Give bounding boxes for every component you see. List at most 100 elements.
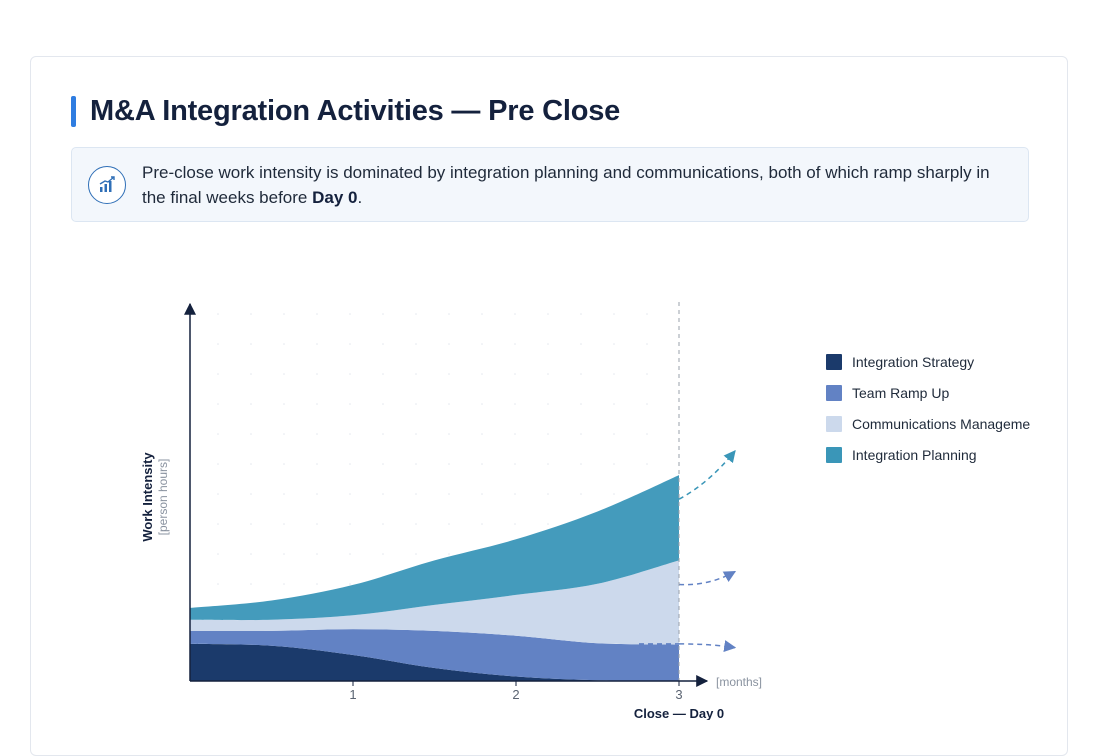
grid-dot xyxy=(547,373,549,375)
callout-text-main: Pre-close work intensity is dominated by… xyxy=(142,163,990,207)
grid-dot xyxy=(283,493,285,495)
grid-dot xyxy=(316,553,318,555)
grid-dot xyxy=(283,433,285,435)
grid-dot xyxy=(481,433,483,435)
grid-dot xyxy=(250,373,252,375)
grid-dot xyxy=(514,403,516,405)
grid-dot xyxy=(415,523,417,525)
grid-dot xyxy=(415,553,417,555)
legend-label: Communications Manageme xyxy=(852,415,1031,432)
grid-dot xyxy=(382,343,384,345)
grid-dot xyxy=(580,403,582,405)
chart-trend-icon xyxy=(88,166,126,204)
grid-dot xyxy=(283,373,285,375)
grid-dot xyxy=(547,463,549,465)
grid-dot xyxy=(481,463,483,465)
grid-dot xyxy=(283,403,285,405)
insight-callout: Pre-close work intensity is dominated by… xyxy=(71,147,1029,222)
legend-label: Integration Strategy xyxy=(852,353,975,370)
grid-dot xyxy=(382,553,384,555)
grid-dot xyxy=(514,493,516,495)
grid-dot xyxy=(382,373,384,375)
x-tick-label: 3 xyxy=(675,687,682,702)
grid-dot xyxy=(349,583,351,585)
grid-dot xyxy=(217,523,219,525)
grid-dot xyxy=(547,493,549,495)
grid-dot xyxy=(514,343,516,345)
grid-dot xyxy=(514,313,516,315)
title-wrap: M&A Integration Activities — Pre Close xyxy=(71,95,620,128)
legend-swatch xyxy=(826,446,842,463)
grid-dot xyxy=(250,523,252,525)
grid-dot xyxy=(250,493,252,495)
x-axis-label: Close — Day 0 xyxy=(634,706,724,720)
grid-dot xyxy=(481,523,483,525)
grid-dot xyxy=(613,463,615,465)
grid-dot xyxy=(547,313,549,315)
grid-dot xyxy=(415,463,417,465)
grid-dot xyxy=(415,313,417,315)
grid-dot xyxy=(283,583,285,585)
grid-dot xyxy=(646,403,648,405)
grid-dot xyxy=(580,433,582,435)
callout-text: Pre-close work intensity is dominated by… xyxy=(142,160,1017,210)
grid-dot xyxy=(415,433,417,435)
grid-dot xyxy=(349,313,351,315)
grid-dot xyxy=(217,373,219,375)
grid-dot xyxy=(481,313,483,315)
area-integration-strategy xyxy=(190,643,679,681)
grid-dot xyxy=(547,403,549,405)
page-title: M&A Integration Activities — Pre Close xyxy=(90,95,621,127)
legend-swatch xyxy=(826,384,842,401)
title-accent-bar xyxy=(71,96,76,127)
grid-dot xyxy=(481,493,483,495)
grid-dot xyxy=(448,553,450,555)
y-axis-label: Work Intensity xyxy=(140,452,155,542)
grid-dot xyxy=(481,403,483,405)
grid-dot xyxy=(316,493,318,495)
grid-dot xyxy=(217,343,219,345)
grid-dot xyxy=(448,343,450,345)
grid-dot xyxy=(217,553,219,555)
stacked-area-chart: 1 2 3 [months] Close — Day 0 Work Intensity [p… xyxy=(140,302,762,720)
callout-text-end: . xyxy=(357,188,363,207)
grid-dot xyxy=(415,493,417,495)
grid-dot xyxy=(283,343,285,345)
legend-swatch xyxy=(826,415,842,432)
grid-dot xyxy=(613,313,615,315)
legend-item: Integration Planning xyxy=(826,439,1036,470)
grid-dot xyxy=(349,373,351,375)
grid-dot xyxy=(283,523,285,525)
grid-dot xyxy=(217,463,219,465)
grid-dot xyxy=(547,433,549,435)
grid-dot xyxy=(613,403,615,405)
grid-dot xyxy=(217,493,219,495)
grid-dot xyxy=(316,523,318,525)
grid-dot xyxy=(646,313,648,315)
grid-dot xyxy=(250,583,252,585)
grid-dot xyxy=(646,343,648,345)
grid-dot xyxy=(613,493,615,495)
grid-dot xyxy=(514,523,516,525)
grid-dot xyxy=(283,313,285,315)
grid-dot xyxy=(349,403,351,405)
grid-dot xyxy=(580,313,582,315)
grid-dot xyxy=(514,433,516,435)
grid-dot xyxy=(349,343,351,345)
grid-dot xyxy=(514,463,516,465)
grid-dot xyxy=(448,523,450,525)
grid-dot xyxy=(514,373,516,375)
legend-item: Integration Strategy xyxy=(826,346,1036,377)
grid-dot xyxy=(415,403,417,405)
projection-arrow-communications-manageme xyxy=(678,570,737,586)
x-tick-label: 1 xyxy=(349,687,356,702)
grid-dot xyxy=(349,463,351,465)
grid-dot xyxy=(217,313,219,315)
grid-dot xyxy=(283,553,285,555)
y-axis-unit: [person hours] xyxy=(156,459,170,536)
grid-dot xyxy=(250,463,252,465)
grid-dot xyxy=(580,373,582,375)
grid-dot xyxy=(349,553,351,555)
grid-dot xyxy=(250,343,252,345)
grid-dot xyxy=(580,343,582,345)
